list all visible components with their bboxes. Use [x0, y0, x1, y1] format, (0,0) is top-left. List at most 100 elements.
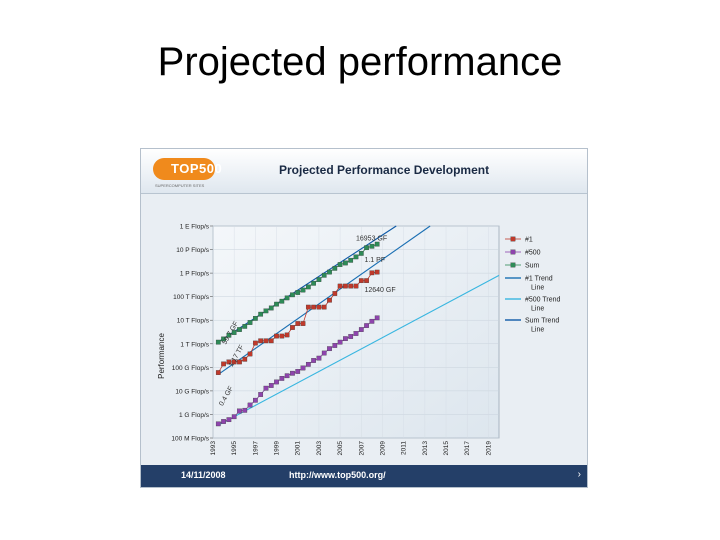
x-tick-label: 2003	[316, 441, 323, 456]
data-point	[263, 308, 269, 314]
data-point	[221, 361, 226, 367]
data-point	[253, 316, 258, 321]
x-tick-label: 1997	[252, 441, 259, 456]
x-tick-label: 2015	[443, 441, 450, 456]
data-point	[295, 290, 301, 295]
data-point	[321, 272, 327, 278]
y-tick-label: 1 T Flop/s	[180, 341, 209, 348]
x-tick-label: 2019	[485, 441, 492, 456]
data-point	[305, 361, 311, 367]
data-point	[226, 359, 232, 365]
data-point	[332, 265, 338, 271]
data-point	[369, 318, 375, 324]
footer-date: 14/11/2008	[181, 470, 226, 480]
data-point	[258, 338, 264, 344]
y-tick-label: 10 P Flop/s	[176, 247, 210, 254]
figure-footer: 14/11/2008 http://www.top500.org/ ›	[141, 465, 587, 487]
y-tick-label: 10 T Flop/s	[177, 318, 210, 325]
x-tick-label: 1993	[210, 441, 217, 456]
data-point	[369, 270, 375, 276]
y-tick-label: 10 G Flop/s	[175, 388, 209, 395]
data-point	[284, 373, 290, 379]
data-point	[274, 379, 279, 385]
data-point	[221, 419, 226, 424]
data-point	[215, 339, 221, 345]
data-point	[327, 297, 332, 303]
data-point	[337, 339, 343, 345]
data-point	[316, 304, 322, 310]
data-point	[364, 278, 369, 284]
data-point	[247, 351, 253, 357]
data-point	[311, 280, 316, 286]
data-point	[279, 298, 285, 304]
data-point	[327, 346, 332, 352]
data-annotation: 1.1 PF	[364, 257, 385, 264]
data-point	[215, 421, 221, 427]
legend-label: Sum	[525, 263, 540, 270]
data-point	[358, 327, 364, 332]
figure-header: TOP500 SUPERCOMPUTER SITES Projected Per…	[141, 149, 587, 194]
x-tick-label: 2005	[337, 441, 344, 456]
data-point	[242, 407, 248, 413]
data-point	[237, 327, 242, 332]
trend-line	[218, 274, 500, 426]
data-point	[374, 315, 380, 321]
figure-title: Projected Performance Development	[279, 163, 490, 177]
y-tick-label: 100 M Flop/s	[171, 436, 209, 443]
legend-label: #500	[525, 250, 541, 257]
data-point	[353, 254, 359, 260]
legend-label: Line	[531, 285, 544, 292]
x-tick-label: 2017	[464, 441, 471, 456]
y-tick-label: 1 G Flop/s	[179, 412, 210, 419]
legend-label: Sum Trend	[525, 318, 559, 325]
data-point	[300, 365, 306, 371]
x-tick-label: 2013	[422, 441, 429, 456]
data-point	[258, 392, 264, 397]
data-annotation: 16953 GF	[356, 236, 387, 243]
footer-url-link[interactable]: http://www.top500.org/	[289, 470, 386, 480]
data-point	[231, 359, 237, 365]
data-point	[353, 331, 359, 336]
data-point	[242, 323, 248, 329]
data-point	[364, 323, 369, 328]
data-point	[364, 245, 369, 251]
data-point	[221, 336, 226, 342]
legend-swatch-marker	[510, 249, 516, 255]
data-point	[279, 333, 285, 339]
legend: #1 #500 Sum #1 Trend Line #500 Trend Line Sum T…	[505, 237, 561, 334]
performance-chart: 100 M Flop/s 1 G Flop/s 10 G Flop/s 100 G F…	[157, 224, 561, 456]
x-tick-label: 2007	[358, 441, 365, 456]
data-point	[284, 332, 290, 338]
data-point	[258, 311, 264, 317]
data-point	[374, 241, 380, 247]
data-point	[348, 283, 354, 289]
next-arrow-icon[interactable]: ›	[577, 469, 581, 480]
top500-logo: TOP500	[153, 158, 222, 180]
data-point	[332, 343, 338, 348]
data-point	[231, 330, 237, 335]
x-axis: 1993 1995 1997 1999 2001 2003 2005 2007 2009 2011…	[210, 226, 492, 455]
logo-subtitle: SUPERCOMPUTER SITES	[155, 183, 205, 188]
data-point	[311, 358, 316, 363]
y-tick-label: 100 T Flop/s	[173, 294, 210, 301]
data-point	[290, 325, 295, 330]
x-tick-label: 1999	[274, 441, 281, 456]
data-point	[300, 321, 306, 326]
data-point	[348, 257, 354, 263]
slide-title: Projected performance	[157, 40, 563, 84]
legend-swatch-marker	[510, 262, 516, 268]
data-point	[348, 334, 354, 339]
data-point	[226, 417, 232, 423]
data-point	[369, 243, 375, 249]
data-point	[337, 283, 343, 289]
x-tick-label: 2011	[401, 441, 408, 455]
data-point	[268, 383, 274, 388]
logo-text: TOP500	[171, 161, 223, 176]
legend-label: #1	[525, 237, 533, 244]
legend-label: Line	[531, 327, 544, 334]
data-series	[215, 241, 380, 427]
data-point	[226, 332, 232, 338]
data-point	[374, 269, 380, 275]
data-point	[215, 370, 221, 375]
y-tick-label: 100 G Flop/s	[172, 365, 210, 372]
